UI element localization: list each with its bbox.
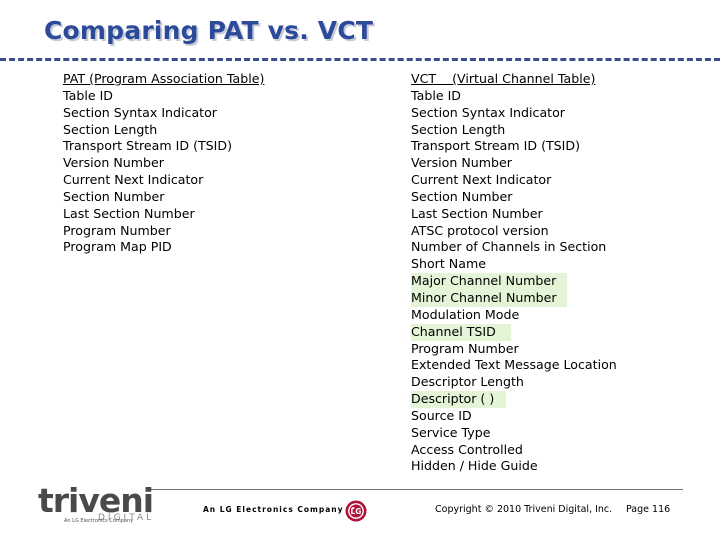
pat-item: Version Number [63, 155, 164, 171]
vct-item-highlighted: Major Channel Number [411, 273, 567, 290]
vct-item: Section Length [411, 121, 506, 137]
vct-item: Version Number [411, 155, 512, 171]
logo-tagline: An LG Electronics Company [64, 518, 134, 524]
vct-item: ATSC protocol version [411, 222, 549, 238]
vct-item: Last Section Number [411, 205, 543, 221]
pat-item: Program Number [63, 222, 171, 238]
pat-item: Current Next Indicator [63, 172, 204, 188]
copyright-notice: Copyright © 2010 Triveni Digital, Inc. [435, 504, 613, 515]
vct-item: Source ID [411, 407, 472, 423]
slide-title: Comparing PAT vs. VCT [44, 16, 374, 45]
vct-item: Access Controlled [411, 441, 523, 457]
title-divider [0, 58, 720, 61]
vct-item: Modulation Mode [411, 306, 520, 322]
vct-item: Transport Stream ID (TSID) [411, 138, 581, 154]
pat-item: Last Section Number [63, 205, 195, 221]
vct-item: Table ID [411, 87, 461, 103]
pat-item: Transport Stream ID (TSID) [63, 138, 233, 154]
pat-header: PAT (Program Association Table) [63, 71, 265, 86]
vct-item-highlighted: Channel TSID [411, 323, 511, 341]
vct-header: VCT (Virtual Channel Table) [411, 71, 596, 86]
pat-item: Section Length [63, 121, 158, 137]
triveni-digital-logo: triveni DIGITAL An LG Electronics Compan… [38, 484, 154, 526]
company-tagline: An LG Electronics Company [203, 505, 344, 514]
pat-item: Program Map PID [63, 239, 172, 255]
logo-subtitle: DIGITAL [98, 513, 155, 523]
vct-item: Descriptor Length [411, 374, 524, 390]
logo-wordmark: triveni [38, 481, 154, 520]
vct-item: Section Syntax Indicator [411, 104, 565, 120]
vct-item: Current Next Indicator [411, 172, 552, 188]
lg-logo-text: LG [351, 507, 362, 516]
vct-item-highlighted: Minor Channel Number [411, 289, 567, 307]
vct-item: Section Number [411, 188, 513, 204]
vct-item: Hidden / Hide Guide [411, 458, 538, 474]
lg-logo-icon: LG [345, 500, 367, 522]
pat-item: Section Number [63, 188, 165, 204]
pat-item: Table ID [63, 87, 113, 103]
footer-divider [150, 489, 683, 490]
vct-item: Service Type [411, 424, 491, 440]
vct-item: Short Name [411, 256, 486, 272]
vct-item-highlighted: Descriptor ( ) [411, 391, 506, 408]
pat-column: PAT (Program Association Table) Table ID… [63, 71, 264, 256]
vct-item: Program Number [411, 340, 519, 356]
pat-item: Section Syntax Indicator [63, 104, 217, 120]
vct-item: Number of Channels in Section [411, 239, 607, 255]
vct-column: VCT (Virtual Channel Table) Table ID Sec… [411, 71, 617, 475]
vct-item: Extended Text Message Location [411, 357, 617, 373]
page-number: Page 116 [626, 504, 671, 515]
